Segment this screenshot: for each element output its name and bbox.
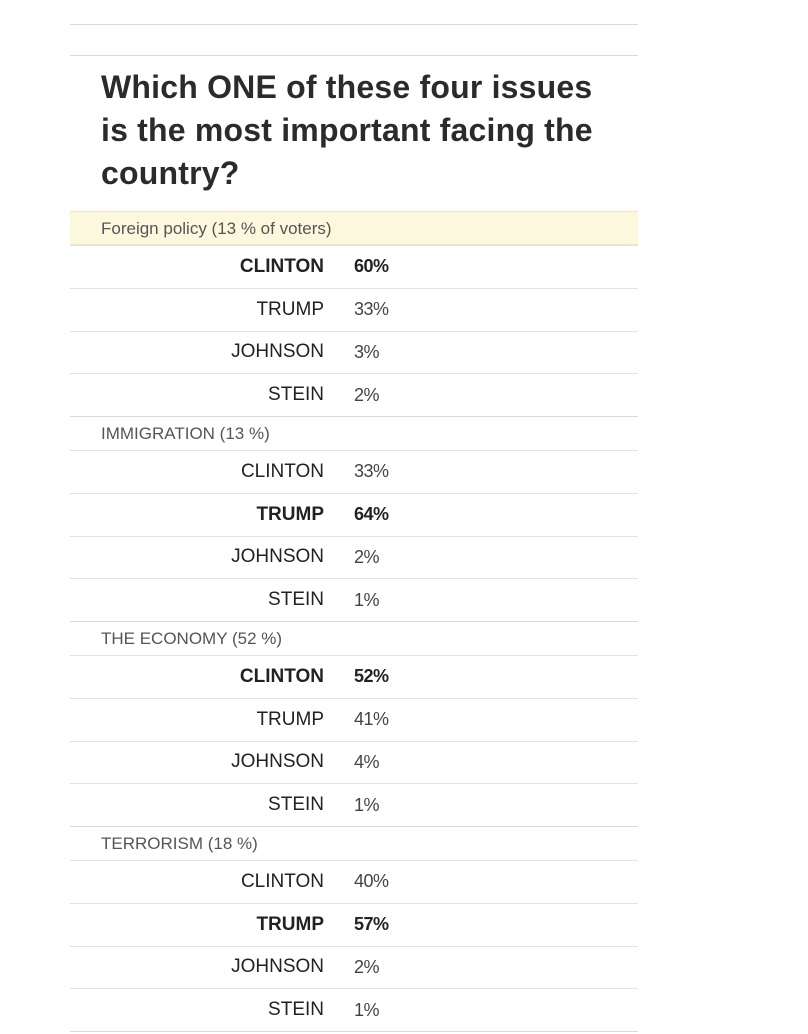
candidate-percent: 2% xyxy=(354,384,380,405)
candidate-percent: 1% xyxy=(354,589,380,610)
candidate-percent: 57% xyxy=(354,914,389,935)
result-row: TRUMP 57% xyxy=(70,902,638,946)
result-row: JOHNSON 4% xyxy=(70,740,638,784)
candidate-name: CLINTON xyxy=(239,255,324,277)
candidate-name: CLINTON xyxy=(240,870,324,892)
issue-header: Foreign policy (13 % of voters) xyxy=(70,211,638,245)
candidate-percent: 2% xyxy=(354,546,380,567)
poll-results: Which ONE of these four issues is the mo… xyxy=(70,24,638,1032)
results-table: Foreign policy (13 % of voters) CLINTON 60… xyxy=(70,211,638,1031)
candidate-name: TRUMP xyxy=(256,503,324,525)
candidate-percent: 52% xyxy=(354,666,389,687)
issue-header: THE ECONOMY (52 %) xyxy=(70,621,638,655)
candidate-percent: 2% xyxy=(354,956,380,977)
result-row: CLINTON 40% xyxy=(70,860,638,903)
candidate-name: STEIN xyxy=(268,589,324,611)
candidate-percent: 1% xyxy=(354,999,380,1020)
result-row: STEIN 2% xyxy=(70,373,638,416)
candidate-percent: 3% xyxy=(354,341,380,362)
result-row: STEIN 1% xyxy=(70,783,638,826)
issue-header: TERRORISM (18 %) xyxy=(70,826,638,860)
result-row: CLINTON 33% xyxy=(70,450,638,493)
result-row: CLINTON 52% xyxy=(70,655,638,698)
candidate-percent: 33% xyxy=(354,299,389,320)
candidate-percent: 1% xyxy=(354,794,380,815)
question-block: Which ONE of these four issues is the mo… xyxy=(70,66,638,211)
result-row: TRUMP 64% xyxy=(70,492,638,536)
candidate-name: JOHNSON xyxy=(231,546,324,568)
candidate-name: CLINTON xyxy=(239,665,324,687)
result-row: JOHNSON 3% xyxy=(70,330,638,374)
candidate-name: CLINTON xyxy=(240,460,324,482)
result-row: STEIN 1% xyxy=(70,988,638,1031)
candidate-name: STEIN xyxy=(268,384,324,406)
candidate-name: JOHNSON xyxy=(231,341,324,363)
candidate-name: TRUMP xyxy=(256,913,324,935)
candidate-name: JOHNSON xyxy=(231,751,324,773)
issue-header: IMMIGRATION (13 %) xyxy=(70,416,638,450)
candidate-name: STEIN xyxy=(268,794,324,816)
candidate-percent: 40% xyxy=(354,871,389,892)
result-row: JOHNSON 2% xyxy=(70,945,638,989)
result-row: STEIN 1% xyxy=(70,578,638,621)
poll-question: Which ONE of these four issues is the mo… xyxy=(101,69,593,191)
divider xyxy=(70,55,638,56)
candidate-percent: 41% xyxy=(354,709,389,730)
candidate-name: TRUMP xyxy=(256,298,324,320)
candidate-name: TRUMP xyxy=(256,708,324,730)
result-row: JOHNSON 2% xyxy=(70,535,638,579)
candidate-percent: 60% xyxy=(354,256,389,277)
candidate-percent: 64% xyxy=(354,504,389,525)
result-row: TRUMP 41% xyxy=(70,697,638,741)
divider xyxy=(70,24,638,25)
candidate-percent: 33% xyxy=(354,461,389,482)
candidate-name: JOHNSON xyxy=(231,956,324,978)
candidate-name: STEIN xyxy=(268,999,324,1021)
candidate-percent: 4% xyxy=(354,751,380,772)
divider xyxy=(70,1031,638,1032)
result-row: TRUMP 33% xyxy=(70,287,638,331)
result-row: CLINTON 60% xyxy=(70,245,638,288)
